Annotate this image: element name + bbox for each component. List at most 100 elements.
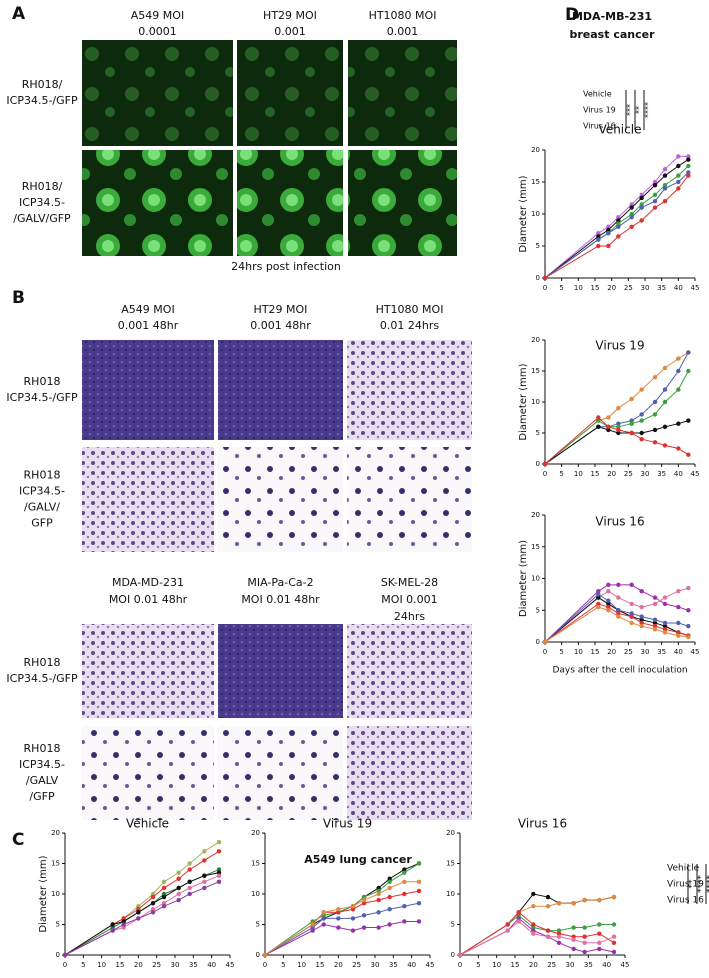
data-point	[639, 412, 643, 416]
x-tick-label: 40	[602, 961, 611, 969]
chart-title: Vehicle	[126, 817, 169, 831]
data-point	[217, 849, 221, 853]
micrograph	[82, 150, 233, 256]
y-tick-label: 0	[451, 951, 455, 959]
data-point	[387, 886, 391, 890]
x-tick-label: 25	[624, 284, 633, 292]
series-line	[545, 594, 688, 642]
data-point	[217, 880, 221, 884]
data-point	[596, 592, 600, 596]
label-line: breast cancer	[570, 28, 656, 41]
data-point	[110, 922, 114, 926]
data-point	[676, 173, 680, 177]
data-point	[606, 599, 610, 603]
x-tick-label: 45	[691, 648, 700, 656]
data-point	[151, 901, 155, 905]
x-tick-label: 10	[297, 961, 306, 969]
y-tick-label: 20	[51, 829, 60, 837]
data-point	[653, 193, 657, 197]
label-line: HT1080 MOI	[369, 9, 437, 22]
data-point	[676, 186, 680, 190]
label-line: ICP34.5-	[19, 196, 65, 209]
data-point	[571, 901, 575, 905]
label-line: GFP	[31, 517, 53, 530]
chart-title: Virus 16	[595, 515, 644, 529]
data-point	[596, 605, 600, 609]
y-tick-label: 0	[536, 638, 540, 646]
data-point	[162, 904, 166, 908]
data-point	[629, 397, 633, 401]
x-tick-label: 25	[152, 961, 161, 969]
data-point	[686, 173, 690, 177]
data-point	[653, 602, 657, 606]
data-point	[639, 387, 643, 391]
data-point	[616, 406, 620, 410]
data-point	[263, 953, 267, 957]
micrograph	[82, 40, 233, 146]
x-tick-label: 35	[657, 648, 666, 656]
micrograph	[348, 40, 457, 146]
data-point	[653, 183, 657, 187]
data-point	[351, 904, 355, 908]
data-point	[582, 941, 586, 945]
data-point	[663, 595, 667, 599]
data-point	[162, 886, 166, 890]
label-line: RH018/	[22, 180, 63, 193]
data-point	[557, 941, 561, 945]
y-tick-label: 20	[531, 336, 540, 344]
data-point	[582, 925, 586, 929]
data-point	[162, 880, 166, 884]
data-point	[376, 898, 380, 902]
data-point	[546, 904, 550, 908]
data-point	[176, 898, 180, 902]
data-point	[187, 880, 191, 884]
data-point	[676, 621, 680, 625]
data-point	[187, 892, 191, 896]
y-axis-label: Diameter (mm)	[518, 363, 529, 440]
data-point	[676, 387, 680, 391]
x-tick-label: 40	[674, 648, 683, 656]
label-line: HT1080 MOI	[376, 303, 444, 316]
y-tick-label: 10	[251, 890, 260, 898]
data-point	[402, 880, 406, 884]
data-point	[217, 840, 221, 844]
label-line: MOI 0.001	[381, 593, 437, 606]
x-tick-label: 20	[134, 961, 143, 969]
data-point	[543, 276, 547, 280]
x-tick-label: 5	[476, 961, 480, 969]
x-tick-label: 5	[81, 961, 85, 969]
data-point	[546, 935, 550, 939]
x-tick-label: 0	[543, 284, 547, 292]
x-tick-label: 30	[641, 648, 650, 656]
data-point	[121, 922, 125, 926]
x-tick-label: 40	[207, 961, 216, 969]
data-point	[676, 633, 680, 637]
micrograph	[218, 624, 343, 718]
data-point	[557, 901, 561, 905]
data-point	[606, 244, 610, 248]
micrograph	[218, 447, 343, 552]
y-tick-label: 5	[536, 242, 540, 250]
data-point	[612, 922, 616, 926]
x-tick-label: 35	[657, 470, 666, 478]
x-tick-label: 15	[591, 648, 600, 656]
y-tick-label: 5	[451, 921, 455, 929]
label-line: /GALV	[26, 774, 59, 787]
micrograph	[82, 447, 214, 552]
data-point	[417, 901, 421, 905]
y-axis-label: Diameter (mm)	[38, 855, 49, 932]
data-point	[653, 412, 657, 416]
data-point	[217, 874, 221, 878]
data-point	[187, 867, 191, 871]
x-tick-label: 0	[543, 470, 547, 478]
micrograph	[237, 150, 343, 256]
data-point	[516, 919, 520, 923]
data-point	[653, 400, 657, 404]
x-tick-label: 20	[607, 284, 616, 292]
chart-title: Virus 16	[518, 817, 567, 831]
data-point	[376, 910, 380, 914]
data-point	[582, 898, 586, 902]
y-tick-label: 15	[531, 178, 540, 186]
y-tick-label: 0	[536, 460, 540, 468]
data-point	[686, 586, 690, 590]
